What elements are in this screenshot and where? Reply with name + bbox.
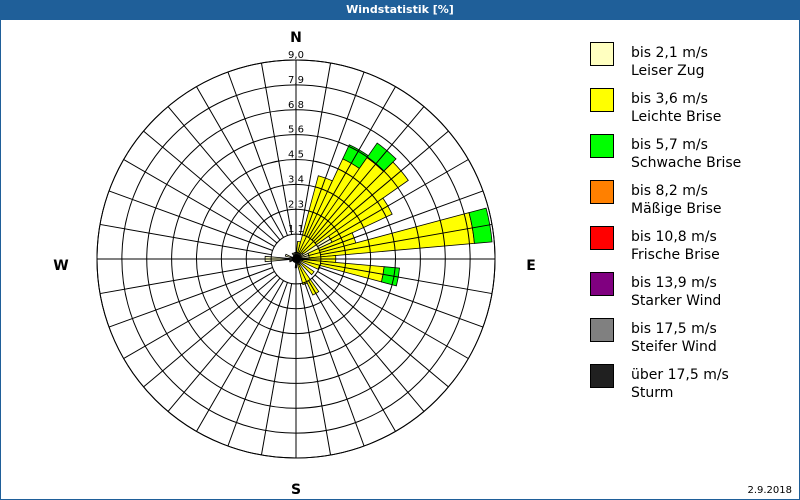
spoke-280: [99, 223, 272, 256]
direction-label-W: W: [53, 258, 68, 274]
spoke-260: [99, 262, 272, 295]
ring-label-0: 1,1: [288, 224, 304, 235]
wedge-110-1: [299, 259, 320, 270]
legend-swatch: [590, 364, 614, 388]
spoke-120: [317, 271, 469, 359]
wedge-160-1: [296, 262, 308, 286]
spoke-310: [143, 130, 278, 244]
legend-label: bis 17,5 m/s Steifer Wind: [631, 320, 717, 356]
spoke-350: [260, 62, 293, 235]
spoke-60: [317, 159, 469, 247]
wedge-150-1: [298, 263, 320, 296]
legend-range: bis 10,8 m/s: [631, 229, 717, 245]
legend-label: bis 2,1 m/s Leiser Zug: [631, 44, 708, 80]
spoke-170: [299, 283, 332, 456]
legend-range: bis 5,7 m/s: [631, 137, 708, 153]
legend-name: Frische Brise: [631, 247, 720, 263]
spoke-30: [308, 86, 396, 238]
legend-range: bis 2,1 m/s: [631, 45, 708, 61]
direction-label-E: E: [526, 258, 536, 274]
ring-label-1: 2,3: [288, 199, 304, 210]
legend-range: bis 8,2 m/s: [631, 183, 708, 199]
legend-label: bis 10,8 m/s Frische Brise: [631, 228, 720, 264]
legend-swatch: [590, 134, 614, 158]
legend-swatch: [590, 318, 614, 342]
legend-name: Sturm: [631, 385, 674, 401]
spoke-290: [108, 190, 273, 251]
legend-name: Steifer Wind: [631, 339, 717, 355]
ring-label-5: 6,8: [288, 100, 304, 111]
spoke-330: [196, 86, 284, 238]
spoke-70: [319, 190, 484, 251]
spoke-190: [260, 283, 293, 456]
spoke-210: [196, 280, 284, 432]
spoke-230: [143, 274, 278, 388]
legend-name: Leichte Brise: [631, 109, 722, 125]
legend-label: bis 5,7 m/s Schwache Brise: [631, 136, 741, 172]
legend-range: bis 17,5 m/s: [631, 321, 717, 337]
spoke-10: [299, 62, 332, 235]
legend-name: Starker Wind: [631, 293, 722, 309]
window-title: Windstatistik [%]: [0, 0, 800, 20]
legend-label: über 17,5 m/s Sturm: [631, 366, 729, 402]
legend-label: bis 13,9 m/s Starker Wind: [631, 274, 721, 310]
spoke-340: [227, 71, 288, 236]
spoke-80: [320, 223, 493, 256]
spoke-300: [123, 159, 275, 247]
legend-label: bis 8,2 m/s Mäßige Brise: [631, 182, 721, 218]
spoke-140: [311, 277, 425, 412]
date-label: 2.9.2018: [747, 485, 792, 496]
ring-label-7: 9,0: [288, 50, 304, 61]
ring-label-3: 4,5: [288, 150, 304, 161]
spoke-100: [320, 262, 493, 295]
direction-label-N: N: [290, 30, 302, 46]
center-dot: [292, 255, 300, 263]
legend-swatch: [590, 272, 614, 296]
legend-swatch: [590, 42, 614, 66]
legend-label: bis 3,6 m/s Leichte Brise: [631, 90, 721, 126]
legend-range: bis 13,9 m/s: [631, 275, 717, 291]
spoke-50: [314, 130, 449, 244]
wedge-80-2: [468, 207, 493, 244]
spoke-320: [167, 106, 281, 241]
spoke-200: [227, 282, 288, 447]
legend-swatch: [590, 180, 614, 204]
legend-range: bis 3,6 m/s: [631, 91, 708, 107]
spoke-150: [308, 280, 396, 432]
spoke-250: [108, 267, 273, 328]
legend-name: Leiser Zug: [631, 63, 705, 79]
direction-label-S: S: [291, 482, 301, 498]
legend-swatch: [590, 88, 614, 112]
spoke-160: [304, 282, 365, 447]
spoke-240: [123, 271, 275, 359]
ring-label-6: 7,9: [288, 75, 304, 86]
legend-name: Schwache Brise: [631, 155, 742, 171]
legend-range: über 17,5 m/s: [631, 367, 729, 383]
ring-label-2: 3,4: [288, 174, 304, 185]
spoke-220: [167, 277, 281, 412]
spoke-110: [319, 267, 484, 328]
legend-name: Mäßige Brise: [631, 201, 722, 217]
spoke-40: [311, 106, 425, 241]
wedge-130-1: [298, 260, 315, 276]
spoke-20: [304, 71, 365, 236]
ring-label-4: 5,6: [288, 125, 304, 136]
legend-swatch: [590, 226, 614, 250]
spoke-130: [314, 274, 449, 388]
